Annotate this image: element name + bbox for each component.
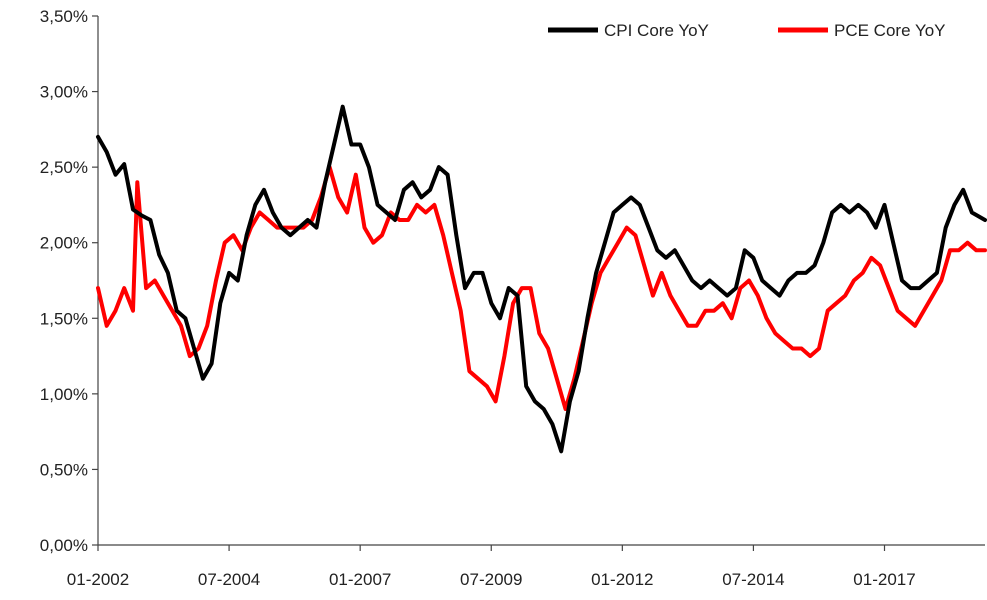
legend: CPI Core YoY PCE Core YoY bbox=[548, 21, 946, 40]
x-tick-label: 01-2002 bbox=[67, 570, 129, 589]
y-tick-label: 2,50% bbox=[40, 158, 88, 177]
series-line-pce bbox=[96, 165, 987, 411]
y-tick-label: 3,50% bbox=[40, 7, 88, 26]
x-tick-label: 01-2017 bbox=[853, 570, 915, 589]
y-axis: 0,00% 0,50% 1,00% 1,50% 2,00% 2,50% 3,00% 3,50% bbox=[40, 7, 99, 555]
legend-label-cpi: CPI Core YoY bbox=[604, 21, 709, 40]
series-lines bbox=[96, 104, 987, 454]
x-tick-label: 07-2014 bbox=[722, 570, 784, 589]
y-tick-label: 0,50% bbox=[40, 460, 88, 479]
legend-label-pce: PCE Core YoY bbox=[834, 21, 946, 40]
y-tick-label: 1,00% bbox=[40, 385, 88, 404]
y-tick-label: 0,00% bbox=[40, 536, 88, 555]
y-tick-label: 3,00% bbox=[40, 83, 88, 102]
y-tick-label: 1,50% bbox=[40, 309, 88, 328]
x-tick-label: 07-2004 bbox=[198, 570, 260, 589]
series-line-cpi bbox=[96, 104, 987, 454]
y-tick-label: 2,00% bbox=[40, 234, 88, 253]
x-tick-label: 01-2012 bbox=[591, 570, 653, 589]
x-tick-label: 01-2007 bbox=[329, 570, 391, 589]
x-axis: 01-2002 07-2004 01-2007 07-2009 01-2012 07-20… bbox=[67, 544, 985, 589]
x-tick-label: 07-2009 bbox=[460, 570, 522, 589]
